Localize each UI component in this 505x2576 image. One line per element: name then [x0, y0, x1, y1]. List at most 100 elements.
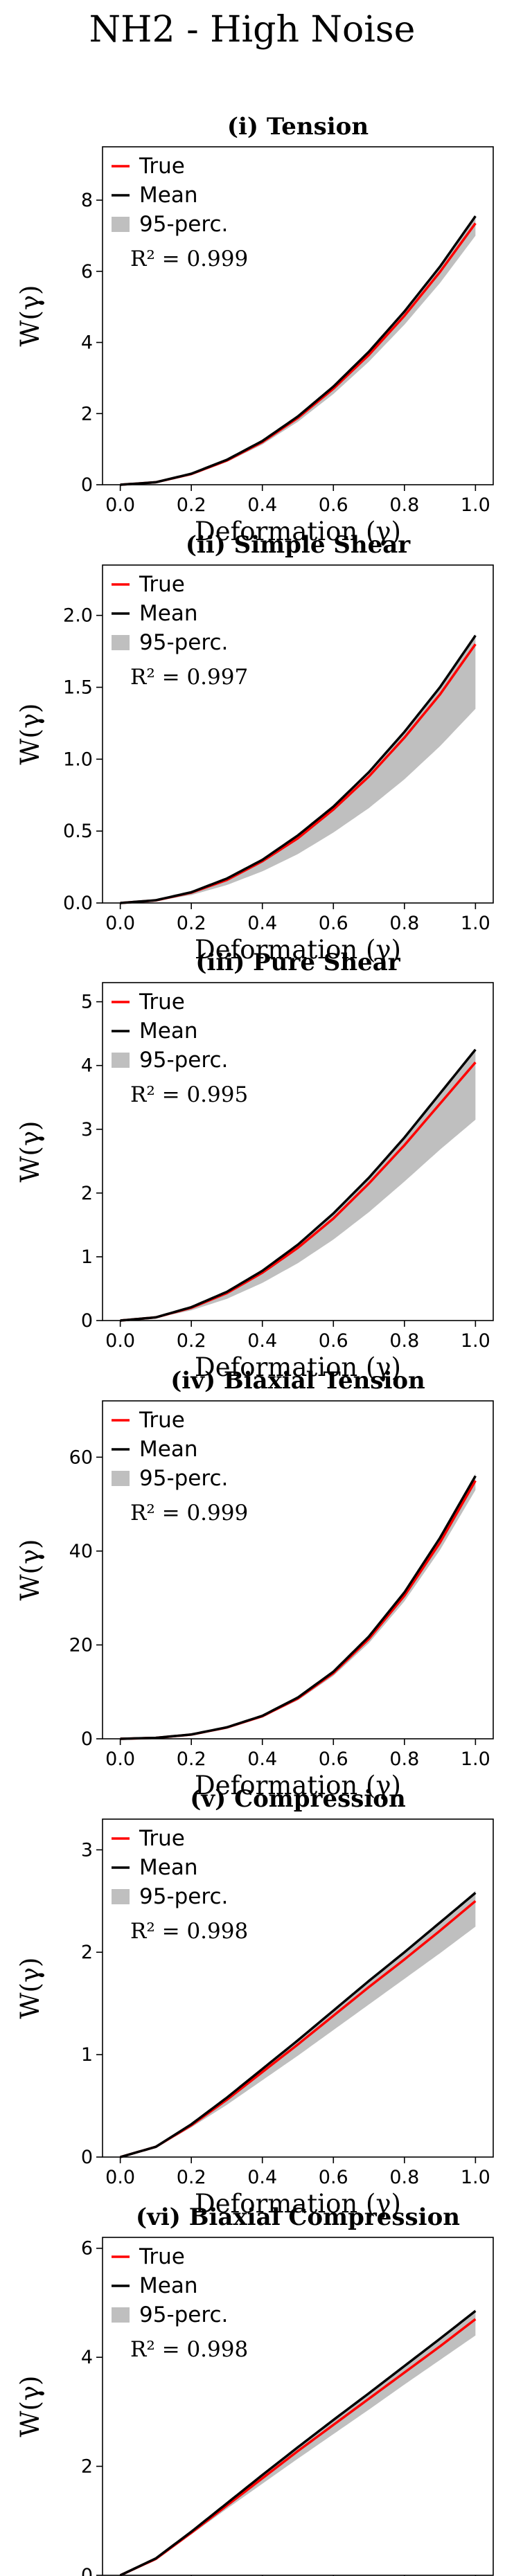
legend-band: 95-perc.: [112, 1884, 228, 1909]
y-tick-label: 4: [81, 2347, 93, 2368]
r2-annotation: R² = 0.999: [130, 1501, 248, 1526]
legend: True Mean 95-perc.: [112, 1408, 228, 1491]
legend-band: 95-perc.: [112, 212, 228, 237]
legend-mean: Mean: [112, 601, 197, 626]
mean-curve: [119, 2309, 477, 2576]
legend-true: True: [112, 572, 185, 597]
mean-curve: [120, 1892, 477, 2158]
mean-curve: [120, 1475, 477, 1740]
x-tick-label: 0.4: [247, 1330, 277, 1352]
x-tick-label: 0.4: [247, 494, 277, 516]
x-tick-label: 0.0: [105, 1748, 135, 1770]
x-axis-label: Deformation (γ): [195, 935, 401, 965]
legend-label: True: [139, 154, 185, 179]
chart-panel-4: (iv) Biaxial Tension 0.0 0.2 0.4 0.6 0.8 1.0 0 2…: [15, 1367, 494, 1800]
chart-title: (iv) Biaxial Tension: [170, 1367, 425, 1395]
legend-band: 95-perc.: [112, 1048, 228, 1073]
x-tick-label: 0.0: [105, 494, 135, 516]
y-axis-label: W(γ): [15, 703, 45, 764]
y-tick-label: 0.0: [63, 893, 93, 914]
legend-label: 95-perc.: [139, 212, 228, 237]
legend-true: True: [112, 990, 185, 1014]
chart-panel-6: (vi) Biaxial Compression0.00.20.40.60.81…: [15, 2203, 494, 2576]
y-tick-label: 40: [69, 1541, 93, 1562]
x-tick-label: 0.2: [177, 2167, 206, 2188]
legend-true: True: [112, 154, 185, 179]
y-axis-label: W(γ): [15, 1539, 45, 1600]
x-tick-label: 1.0: [461, 1748, 490, 1770]
x-axis-label: Deformation (γ): [195, 1771, 401, 1800]
legend-label: Mean: [139, 183, 197, 208]
x-tick-label: 0.4: [247, 1748, 277, 1770]
chart-panel-1: (i) Tension 0.0 0.2 0.4 0.6 0.8 1.0 0 2 4 6 8 Deform…: [15, 113, 494, 546]
r2-annotation: R² = 0.999: [130, 247, 248, 271]
x-tick-label: 1.0: [461, 2167, 490, 2188]
plot-frame: [102, 1400, 494, 1739]
x-tick-label: 0.0: [105, 1330, 135, 1352]
legend: True Mean 95-perc.: [112, 1826, 228, 1909]
plot-frame: [102, 982, 494, 1321]
legend-swatch: [112, 635, 130, 650]
plot-frame: [102, 2237, 494, 2576]
legend-swatch: [112, 1053, 130, 1068]
legend-label: Mean: [139, 1019, 197, 1044]
legend-label: True: [139, 1826, 185, 1851]
y-tick-label: 1.0: [63, 749, 93, 770]
y-tick-label: 1: [81, 1246, 93, 1268]
y-tick-label: 3: [81, 1119, 93, 1141]
y-tick-label: 6: [81, 2238, 93, 2260]
legend-label: 95-perc.: [139, 2302, 228, 2327]
r2-annotation: R² = 0.998: [130, 1919, 248, 1944]
legend-swatch: [112, 2307, 130, 2323]
y-tick-label: 8: [81, 190, 93, 211]
legend-label: 95-perc.: [139, 1466, 228, 1491]
legend-band: 95-perc.: [112, 630, 228, 655]
x-tick-label: 0.6: [319, 1748, 348, 1770]
chart-title: (vi) Biaxial Compression: [136, 2203, 460, 2231]
chart-panels: (i) Tension 0.0 0.2 0.4 0.6 0.8 1.0 0 2 4 6 8 Deform…: [15, 113, 494, 2576]
y-tick-label: 20: [69, 1634, 93, 1656]
legend: True Mean 95-perc.: [112, 154, 228, 237]
y-tick-label: 2: [81, 1942, 93, 1963]
x-tick-label: 0.8: [389, 494, 419, 516]
legend-true: True: [112, 2244, 185, 2269]
chart-title: (v) Compression: [190, 1785, 405, 1813]
chart-panel-5: (v) Compression 0.0 0.2 0.4 0.6 0.8 1.0 0 1 2 3 Def…: [15, 1785, 494, 2219]
legend-mean: Mean: [112, 1019, 197, 1044]
y-tick-label: 0: [81, 1728, 93, 1750]
legend-label: Mean: [139, 2273, 197, 2298]
y-axis-label: W(γ): [15, 285, 45, 346]
r2-annotation: R² = 0.997: [130, 665, 248, 690]
legend-label: True: [139, 990, 185, 1014]
legend-label: True: [139, 1408, 185, 1433]
y-tick-label: 2: [81, 2456, 93, 2478]
legend-true: True: [112, 1408, 185, 1433]
x-tick-label: 0.2: [177, 1748, 206, 1770]
x-axis-label: Deformation (γ): [195, 2189, 401, 2219]
legend-band: 95-perc.: [112, 2302, 228, 2327]
x-tick-label: 0.2: [177, 1330, 206, 1352]
legend-mean: Mean: [112, 1437, 197, 1462]
y-tick-label: 0: [81, 474, 93, 496]
legend-label: 95-perc.: [139, 1048, 228, 1073]
y-tick-label: 2: [81, 1183, 93, 1204]
x-tick-label: 0.8: [389, 913, 419, 934]
mean-curve: [120, 1048, 477, 1322]
r2-annotation: R² = 0.998: [130, 2337, 248, 2362]
x-axis-label: Deformation (γ): [195, 517, 401, 546]
y-tick-label: 0.5: [63, 821, 93, 842]
x-tick-label: 0.6: [319, 2167, 348, 2188]
legend-true: True: [112, 1826, 185, 1851]
legend-label: Mean: [139, 601, 197, 626]
mean-curve: [120, 215, 477, 486]
confidence-band: [120, 634, 476, 903]
legend-label: 95-perc.: [139, 630, 228, 655]
chart-title: (ii) Simple Shear: [186, 531, 411, 559]
x-tick-label: 0.6: [319, 913, 348, 934]
legend-mean: Mean: [112, 1855, 197, 1880]
plot-frame: [102, 1818, 494, 2158]
y-tick-label: 3: [81, 1839, 93, 1861]
x-tick-label: 1.0: [461, 494, 490, 516]
legend-swatch: [112, 1889, 130, 1904]
